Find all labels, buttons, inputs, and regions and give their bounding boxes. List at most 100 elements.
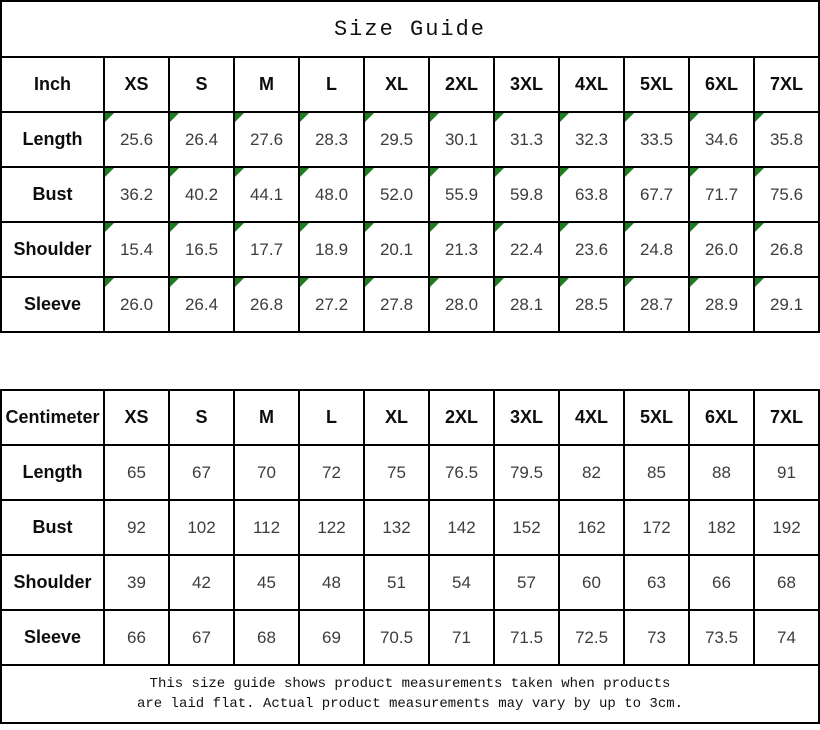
size-column-header: XS <box>103 389 170 446</box>
value-cell: 40.2 <box>168 166 235 223</box>
green-corner-marker-icon <box>365 278 374 287</box>
value-cell: 17.7 <box>233 221 300 278</box>
size-column-header: M <box>233 389 300 446</box>
green-corner-marker-icon <box>365 223 374 232</box>
green-corner-marker-icon <box>690 223 699 232</box>
green-corner-marker-icon <box>430 168 439 177</box>
value-cell: 26.4 <box>168 276 235 333</box>
centimeter-size-table: Centimeter XS S M L XL 2XL 3XL 4XL 5XL 6XL 7XL Lengt… <box>0 389 820 666</box>
value-cell: 172 <box>623 499 690 556</box>
value-cell: 88 <box>688 444 755 501</box>
value-cell: 26.0 <box>103 276 170 333</box>
value-cell: 60 <box>558 554 625 611</box>
green-corner-marker-icon <box>300 113 309 122</box>
size-column-header: 2XL <box>428 389 495 446</box>
green-corner-marker-icon <box>365 113 374 122</box>
size-column-header: S <box>168 389 235 446</box>
green-corner-marker-icon <box>625 223 634 232</box>
measurement-row: Sleeve 66 67 68 69 70.5 71 71.5 72.5 73 73.5 74 <box>0 609 820 666</box>
value-cell: 182 <box>688 499 755 556</box>
green-corner-marker-icon <box>235 223 244 232</box>
size-column-header: 6XL <box>688 389 755 446</box>
value-cell: 22.4 <box>493 221 560 278</box>
value-cell: 48 <box>298 554 365 611</box>
value-cell: 28.5 <box>558 276 625 333</box>
measurement-row: Bust 36.2 40.2 44.1 48.0 52.0 55.9 59.8 63.8 67.7… <box>0 166 820 223</box>
value-cell: 70 <box>233 444 300 501</box>
green-corner-marker-icon <box>755 113 764 122</box>
value-cell: 30.1 <box>428 111 495 168</box>
value-cell: 36.2 <box>103 166 170 223</box>
green-corner-marker-icon <box>625 113 634 122</box>
value-cell: 71 <box>428 609 495 666</box>
value-cell: 55.9 <box>428 166 495 223</box>
size-column-header: S <box>168 56 235 113</box>
size-column-header: 2XL <box>428 56 495 113</box>
value-cell: 132 <box>363 499 430 556</box>
green-corner-marker-icon <box>690 168 699 177</box>
value-cell: 21.3 <box>428 221 495 278</box>
value-cell: 69 <box>298 609 365 666</box>
measurement-row: Shoulder 39 42 45 48 51 54 57 60 63 66 68 <box>0 554 820 611</box>
value-cell: 142 <box>428 499 495 556</box>
value-cell: 39 <box>103 554 170 611</box>
value-cell: 63.8 <box>558 166 625 223</box>
value-cell: 91 <box>753 444 820 501</box>
green-corner-marker-icon <box>690 278 699 287</box>
value-cell: 122 <box>298 499 365 556</box>
title-box: Size Guide <box>0 0 820 56</box>
value-cell: 72.5 <box>558 609 625 666</box>
green-corner-marker-icon <box>170 113 179 122</box>
unit-header: Inch <box>0 56 105 113</box>
value-cell: 152 <box>493 499 560 556</box>
green-corner-marker-icon <box>365 168 374 177</box>
value-cell: 65 <box>103 444 170 501</box>
value-cell: 57 <box>493 554 560 611</box>
value-cell: 52.0 <box>363 166 430 223</box>
value-cell: 68 <box>233 609 300 666</box>
value-cell: 27.2 <box>298 276 365 333</box>
value-cell: 35.8 <box>753 111 820 168</box>
row-label: Bust <box>0 499 105 556</box>
value-cell: 67.7 <box>623 166 690 223</box>
value-cell: 32.3 <box>558 111 625 168</box>
size-column-header: 7XL <box>753 389 820 446</box>
value-cell: 72 <box>298 444 365 501</box>
value-cell: 45 <box>233 554 300 611</box>
value-cell: 28.9 <box>688 276 755 333</box>
value-cell: 68 <box>753 554 820 611</box>
green-corner-marker-icon <box>300 223 309 232</box>
value-cell: 20.1 <box>363 221 430 278</box>
header-row: Centimeter XS S M L XL 2XL 3XL 4XL 5XL 6XL 7XL <box>0 389 820 446</box>
footer-note-line-2: are laid flat. Actual product measuremen… <box>136 696 684 712</box>
value-cell: 28.1 <box>493 276 560 333</box>
green-corner-marker-icon <box>495 113 504 122</box>
row-label: Length <box>0 111 105 168</box>
value-cell: 76.5 <box>428 444 495 501</box>
green-corner-marker-icon <box>495 223 504 232</box>
green-corner-marker-icon <box>430 113 439 122</box>
size-column-header: 5XL <box>623 56 690 113</box>
row-label: Shoulder <box>0 554 105 611</box>
green-corner-marker-icon <box>560 223 569 232</box>
size-column-header: 5XL <box>623 389 690 446</box>
measurement-row: Length 65 67 70 72 75 76.5 79.5 82 85 88 91 <box>0 444 820 501</box>
value-cell: 63 <box>623 554 690 611</box>
value-cell: 54 <box>428 554 495 611</box>
row-label: Sleeve <box>0 609 105 666</box>
value-cell: 42 <box>168 554 235 611</box>
green-corner-marker-icon <box>170 223 179 232</box>
value-cell: 79.5 <box>493 444 560 501</box>
value-cell: 51 <box>363 554 430 611</box>
value-cell: 71.5 <box>493 609 560 666</box>
green-corner-marker-icon <box>625 168 634 177</box>
value-cell: 48.0 <box>298 166 365 223</box>
size-column-header: XL <box>363 389 430 446</box>
green-corner-marker-icon <box>105 168 114 177</box>
value-cell: 82 <box>558 444 625 501</box>
value-cell: 31.3 <box>493 111 560 168</box>
green-corner-marker-icon <box>235 113 244 122</box>
green-corner-marker-icon <box>105 278 114 287</box>
value-cell: 92 <box>103 499 170 556</box>
